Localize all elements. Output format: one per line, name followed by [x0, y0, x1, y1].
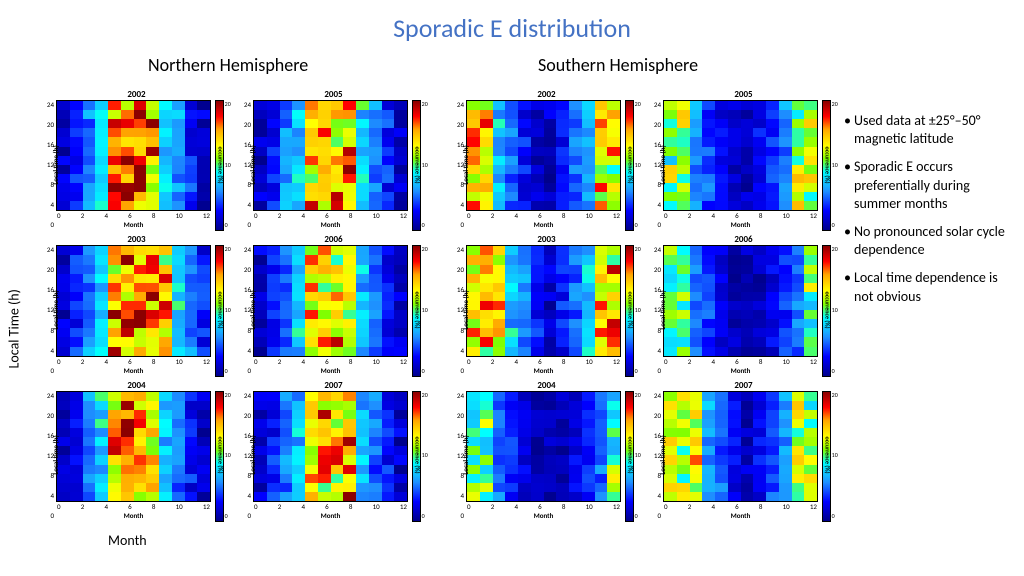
charts-region: 2002Local time (h)04812162024024681012Mo… — [40, 90, 840, 520]
heatmap-panel-north-2006: 2006Local time (h)04812162024024681012Mo… — [237, 235, 430, 374]
panel-year-label: 2003 — [450, 235, 643, 245]
panel-x-label: Month — [253, 512, 408, 520]
colorbar-label: occurrence (%) — [217, 437, 225, 474]
panel-y-label: Local time (h) — [248, 145, 257, 184]
panel-year-label: 2002 — [450, 90, 643, 100]
heatmap-grid — [466, 245, 621, 356]
panel-y-label: Local time (h) — [658, 436, 667, 475]
panel-year-label: 2005 — [237, 90, 430, 100]
heatmap-panel-south-2005: 2005Local time (h)04812162024024681012Mo… — [647, 90, 840, 229]
heatmap-panel-south-2002: 2002Local time (h)04812162024024681012Mo… — [450, 90, 643, 229]
bullet-item: Local time dependence is not obvious — [844, 269, 1014, 305]
heatmap-grid — [56, 391, 211, 502]
colorbar-label: occurrence (%) — [414, 292, 422, 329]
heatmap-panel-south-2007: 2007Local time (h)04812162024024681012Mo… — [647, 381, 840, 520]
panel-y-label: Local time (h) — [658, 145, 667, 184]
panel-x-label: Month — [253, 221, 408, 229]
heatmap-panel-south-2004: 2004Local time (h)04812162024024681012Mo… — [450, 381, 643, 520]
bullet-item: Used data at ±25°–50° magnetic latitude — [844, 112, 1014, 148]
heatmap-panel-north-2004: 2004Local time (h)04812162024024681012Mo… — [40, 381, 233, 520]
heatmap-panel-south-2003: 2003Local time (h)04812162024024681012Mo… — [450, 235, 643, 374]
bullet-item: No pronounced solar cycle dependence — [844, 223, 1014, 259]
north-hemisphere-label: Northern Hemisphere — [148, 54, 308, 76]
panel-year-label: 2005 — [647, 90, 840, 100]
heatmap-grid — [466, 100, 621, 211]
south-hemisphere-label: Southern Hemisphere — [538, 54, 698, 76]
heatmap-panel-north-2002: 2002Local time (h)04812162024024681012Mo… — [40, 90, 233, 229]
panel-year-label: 2006 — [237, 235, 430, 245]
panel-year-label: 2007 — [647, 381, 840, 391]
north-panels: 2002Local time (h)04812162024024681012Mo… — [40, 90, 430, 520]
heatmap-panel-north-2003: 2003Local time (h)04812162024024681012Mo… — [40, 235, 233, 374]
colorbar-label: occurrence (%) — [627, 437, 635, 474]
slide-title: Sporadic E distribution — [0, 12, 1024, 44]
south-panels: 2002Local time (h)04812162024024681012Mo… — [450, 90, 840, 520]
panel-x-label: Month — [663, 221, 818, 229]
panel-x-label: Month — [253, 367, 408, 375]
panel-year-label: 2004 — [40, 381, 233, 391]
panel-x-label: Month — [56, 367, 211, 375]
heatmap-grid — [253, 100, 408, 211]
colorbar-label: occurrence (%) — [627, 292, 635, 329]
panel-x-label: Month — [466, 221, 621, 229]
colorbar-label: occurrence (%) — [414, 437, 422, 474]
panel-y-label: Local time (h) — [248, 436, 257, 475]
colorbar-label: occurrence (%) — [217, 292, 225, 329]
colorbar-label: occurrence (%) — [824, 146, 832, 183]
panel-y-label: Local time (h) — [248, 290, 257, 329]
panel-x-label: Month — [466, 512, 621, 520]
heatmap-grid — [56, 100, 211, 211]
panel-year-label: 2006 — [647, 235, 840, 245]
panel-y-label: Local time (h) — [51, 290, 60, 329]
heatmap-panel-south-2006: 2006Local time (h)04812162024024681012Mo… — [647, 235, 840, 374]
panel-x-label: Month — [56, 221, 211, 229]
panel-y-label: Local time (h) — [51, 436, 60, 475]
panel-x-label: Month — [663, 367, 818, 375]
panel-x-label: Month — [56, 512, 211, 520]
panel-x-label: Month — [466, 367, 621, 375]
colorbar-label: occurrence (%) — [627, 146, 635, 183]
heatmap-grid — [466, 391, 621, 502]
colorbar-label: occurrence (%) — [217, 146, 225, 183]
colorbar-label: occurrence (%) — [824, 292, 832, 329]
heatmap-panel-north-2007: 2007Local time (h)04812162024024681012Mo… — [237, 381, 430, 520]
panel-y-label: Local time (h) — [658, 290, 667, 329]
panel-year-label: 2004 — [450, 381, 643, 391]
bullet-list: Used data at ±25°–50° magnetic latitude S… — [844, 112, 1014, 316]
colorbar-label: occurrence (%) — [824, 437, 832, 474]
colorbar-label: occurrence (%) — [414, 146, 422, 183]
heatmap-grid — [663, 100, 818, 211]
panel-y-label: Local time (h) — [51, 145, 60, 184]
outer-y-axis-label: Local Time (h) — [6, 289, 23, 368]
heatmap-grid — [253, 245, 408, 356]
panel-year-label: 2002 — [40, 90, 233, 100]
bullet-item: Sporadic E occurs preferentially during … — [844, 158, 1014, 213]
heatmap-grid — [663, 391, 818, 502]
heatmap-panel-north-2005: 2005Local time (h)04812162024024681012Mo… — [237, 90, 430, 229]
panel-year-label: 2003 — [40, 235, 233, 245]
heatmap-grid — [56, 245, 211, 356]
panel-y-label: Local time (h) — [461, 290, 470, 329]
heatmap-grid — [253, 391, 408, 502]
panel-y-label: Local time (h) — [461, 145, 470, 184]
outer-x-axis-label: Month — [108, 532, 147, 549]
panel-year-label: 2007 — [237, 381, 430, 391]
panel-y-label: Local time (h) — [461, 436, 470, 475]
panel-x-label: Month — [663, 512, 818, 520]
heatmap-grid — [663, 245, 818, 356]
